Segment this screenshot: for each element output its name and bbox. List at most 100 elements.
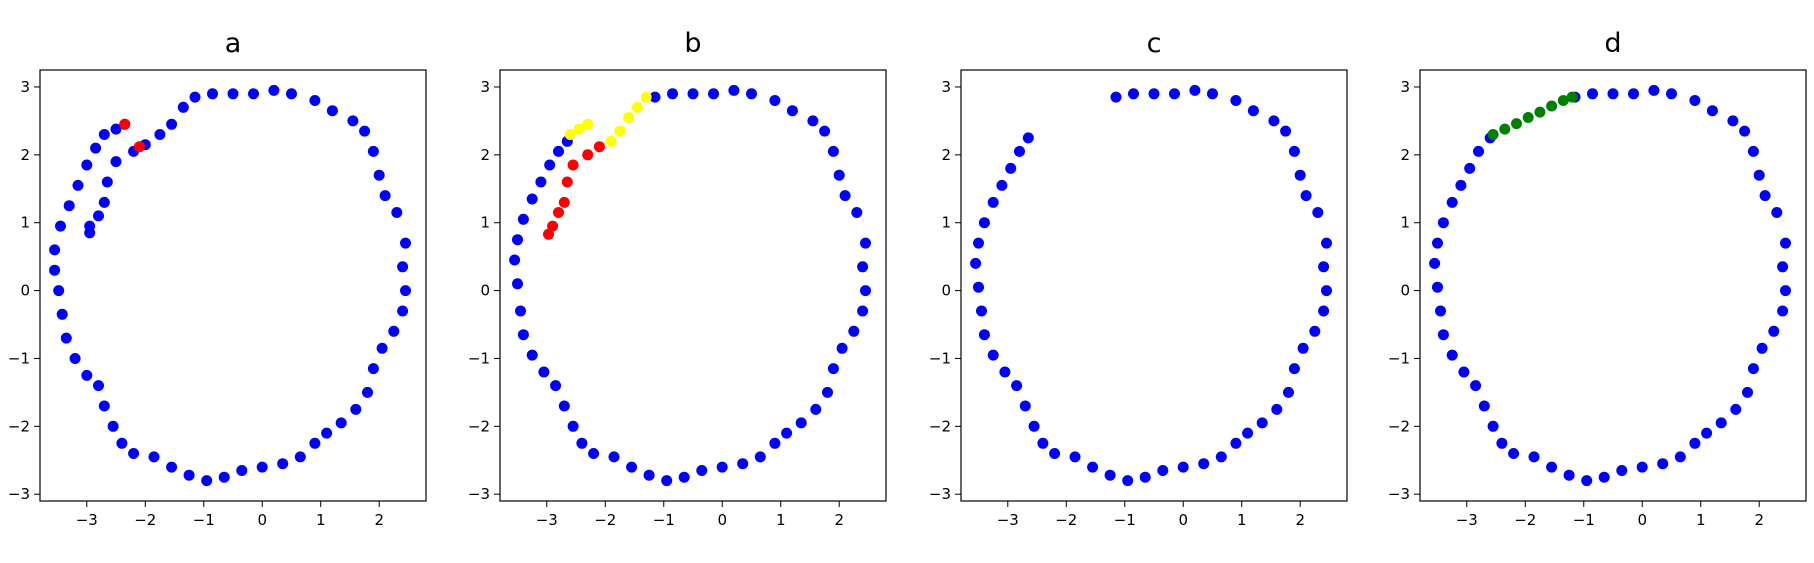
- data-point: [347, 115, 359, 127]
- data-point: [1242, 427, 1254, 439]
- data-point: [857, 305, 869, 317]
- x-tick-label: −3: [76, 511, 98, 529]
- data-point: [781, 427, 793, 439]
- data-point: [754, 451, 766, 463]
- y-tick-label: −1: [8, 349, 30, 367]
- data-point: [716, 461, 728, 473]
- data-point: [335, 417, 347, 429]
- data-point: [72, 179, 84, 191]
- data-point: [154, 129, 166, 140]
- panel-title: c: [1147, 28, 1162, 59]
- y-tick-label: 1: [1400, 214, 1410, 232]
- data-point: [567, 159, 579, 171]
- data-point: [1104, 469, 1116, 481]
- data-point: [379, 190, 391, 202]
- data-point: [978, 329, 990, 341]
- data-point: [1247, 105, 1259, 117]
- data-point: [350, 403, 362, 415]
- data-point: [1215, 451, 1227, 463]
- data-point: [1739, 125, 1751, 137]
- y-tick-label: −1: [929, 349, 951, 367]
- data-point: [81, 159, 93, 171]
- data-point: [1470, 380, 1482, 392]
- data-point: [218, 471, 230, 483]
- x-tick-label: 2: [834, 511, 844, 529]
- data-point: [359, 125, 371, 137]
- data-point: [373, 169, 385, 181]
- data-point: [827, 145, 839, 157]
- axes-frame: [39, 69, 427, 502]
- data-point: [573, 123, 585, 135]
- data-point: [978, 217, 990, 229]
- data-point: [822, 386, 833, 398]
- data-point: [93, 210, 104, 222]
- data-point: [63, 200, 75, 212]
- data-point: [49, 264, 61, 276]
- data-point: [996, 179, 1008, 191]
- axes-frame: [960, 69, 1348, 502]
- data-point: [515, 305, 526, 317]
- y-tick-label: −1: [1388, 349, 1410, 367]
- data-point: [631, 101, 643, 113]
- y-tick-label: −1: [468, 349, 490, 367]
- data-point: [286, 88, 297, 100]
- data-point: [626, 461, 638, 473]
- data-point: [512, 278, 523, 290]
- data-point: [1280, 125, 1292, 137]
- data-point: [535, 176, 547, 188]
- y-tick-label: 1: [480, 214, 490, 232]
- data-point: [1011, 380, 1023, 392]
- data-point: [1715, 417, 1727, 429]
- data-point: [1437, 217, 1449, 229]
- data-point: [1283, 386, 1294, 398]
- data-point: [728, 84, 740, 96]
- y-tick-label: −2: [1388, 417, 1410, 435]
- data-point: [614, 125, 626, 137]
- x-tick-label: 2: [1754, 511, 1764, 529]
- x-tick-label: −3: [997, 511, 1019, 529]
- data-point: [1177, 461, 1189, 473]
- data-point: [526, 193, 538, 205]
- x-tick-label: 1: [1696, 511, 1706, 529]
- data-point: [1701, 427, 1713, 439]
- data-point: [81, 369, 93, 381]
- data-point: [376, 342, 388, 354]
- panel-title: d: [1604, 28, 1621, 59]
- y-tick-label: 3: [941, 78, 951, 96]
- data-point: [189, 91, 201, 103]
- data-point: [98, 400, 110, 412]
- data-point: [860, 285, 871, 297]
- data-point: [786, 105, 798, 117]
- data-point: [309, 95, 321, 106]
- data-point: [1288, 363, 1300, 375]
- data-point: [397, 305, 409, 317]
- x-tick-label: −1: [193, 511, 215, 529]
- data-point: [836, 342, 848, 354]
- data-point: [999, 366, 1011, 378]
- data-point: [1756, 342, 1768, 354]
- data-point: [667, 88, 678, 100]
- data-point: [769, 95, 781, 106]
- panel-title: a: [225, 28, 242, 59]
- data-point: [1730, 403, 1742, 415]
- data-point: [1727, 115, 1739, 127]
- data-point: [558, 400, 570, 412]
- data-point: [567, 420, 579, 432]
- data-point: [98, 196, 110, 208]
- data-point: [166, 118, 178, 130]
- data-point: [1747, 363, 1759, 375]
- data-point: [1628, 88, 1639, 100]
- data-point: [833, 169, 845, 181]
- data-point: [277, 458, 289, 470]
- y-tick-label: 2: [480, 146, 490, 164]
- data-point: [1207, 88, 1218, 100]
- data-point: [1318, 305, 1330, 317]
- data-point: [1587, 88, 1598, 100]
- data-point: [84, 227, 96, 239]
- data-point: [1534, 106, 1546, 118]
- data-point: [517, 329, 529, 341]
- data-point: [60, 332, 72, 344]
- data-point: [1110, 91, 1122, 103]
- data-point: [391, 207, 403, 218]
- data-point: [1689, 437, 1701, 449]
